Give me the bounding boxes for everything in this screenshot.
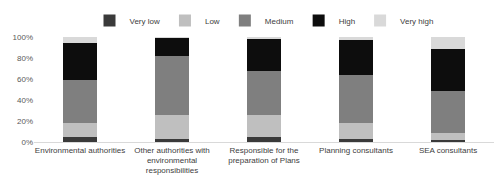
svg-text:SEA consultants: SEA consultants [419, 146, 477, 155]
svg-text:20%: 20% [17, 117, 33, 126]
svg-text:80%: 80% [17, 54, 33, 63]
svg-text:High: High [339, 17, 355, 26]
svg-text:Planning consultants: Planning consultants [319, 146, 393, 155]
svg-text:100%: 100% [13, 33, 33, 42]
svg-text:60%: 60% [17, 75, 33, 84]
svg-text:Very high: Very high [400, 17, 433, 26]
svg-text:Responsible for thepreparation: Responsible for thepreparation of Plans [228, 146, 300, 165]
svg-text:0%: 0% [21, 138, 33, 147]
svg-text:40%: 40% [17, 96, 33, 105]
svg-text:Environmental authorities: Environmental authorities [35, 146, 125, 155]
svg-text:Medium: Medium [265, 17, 294, 26]
svg-text:Very low: Very low [130, 17, 160, 26]
svg-text:Low: Low [205, 17, 220, 26]
svg-text:Other authorities withenvironm: Other authorities withenvironmentalrespo… [134, 146, 210, 176]
